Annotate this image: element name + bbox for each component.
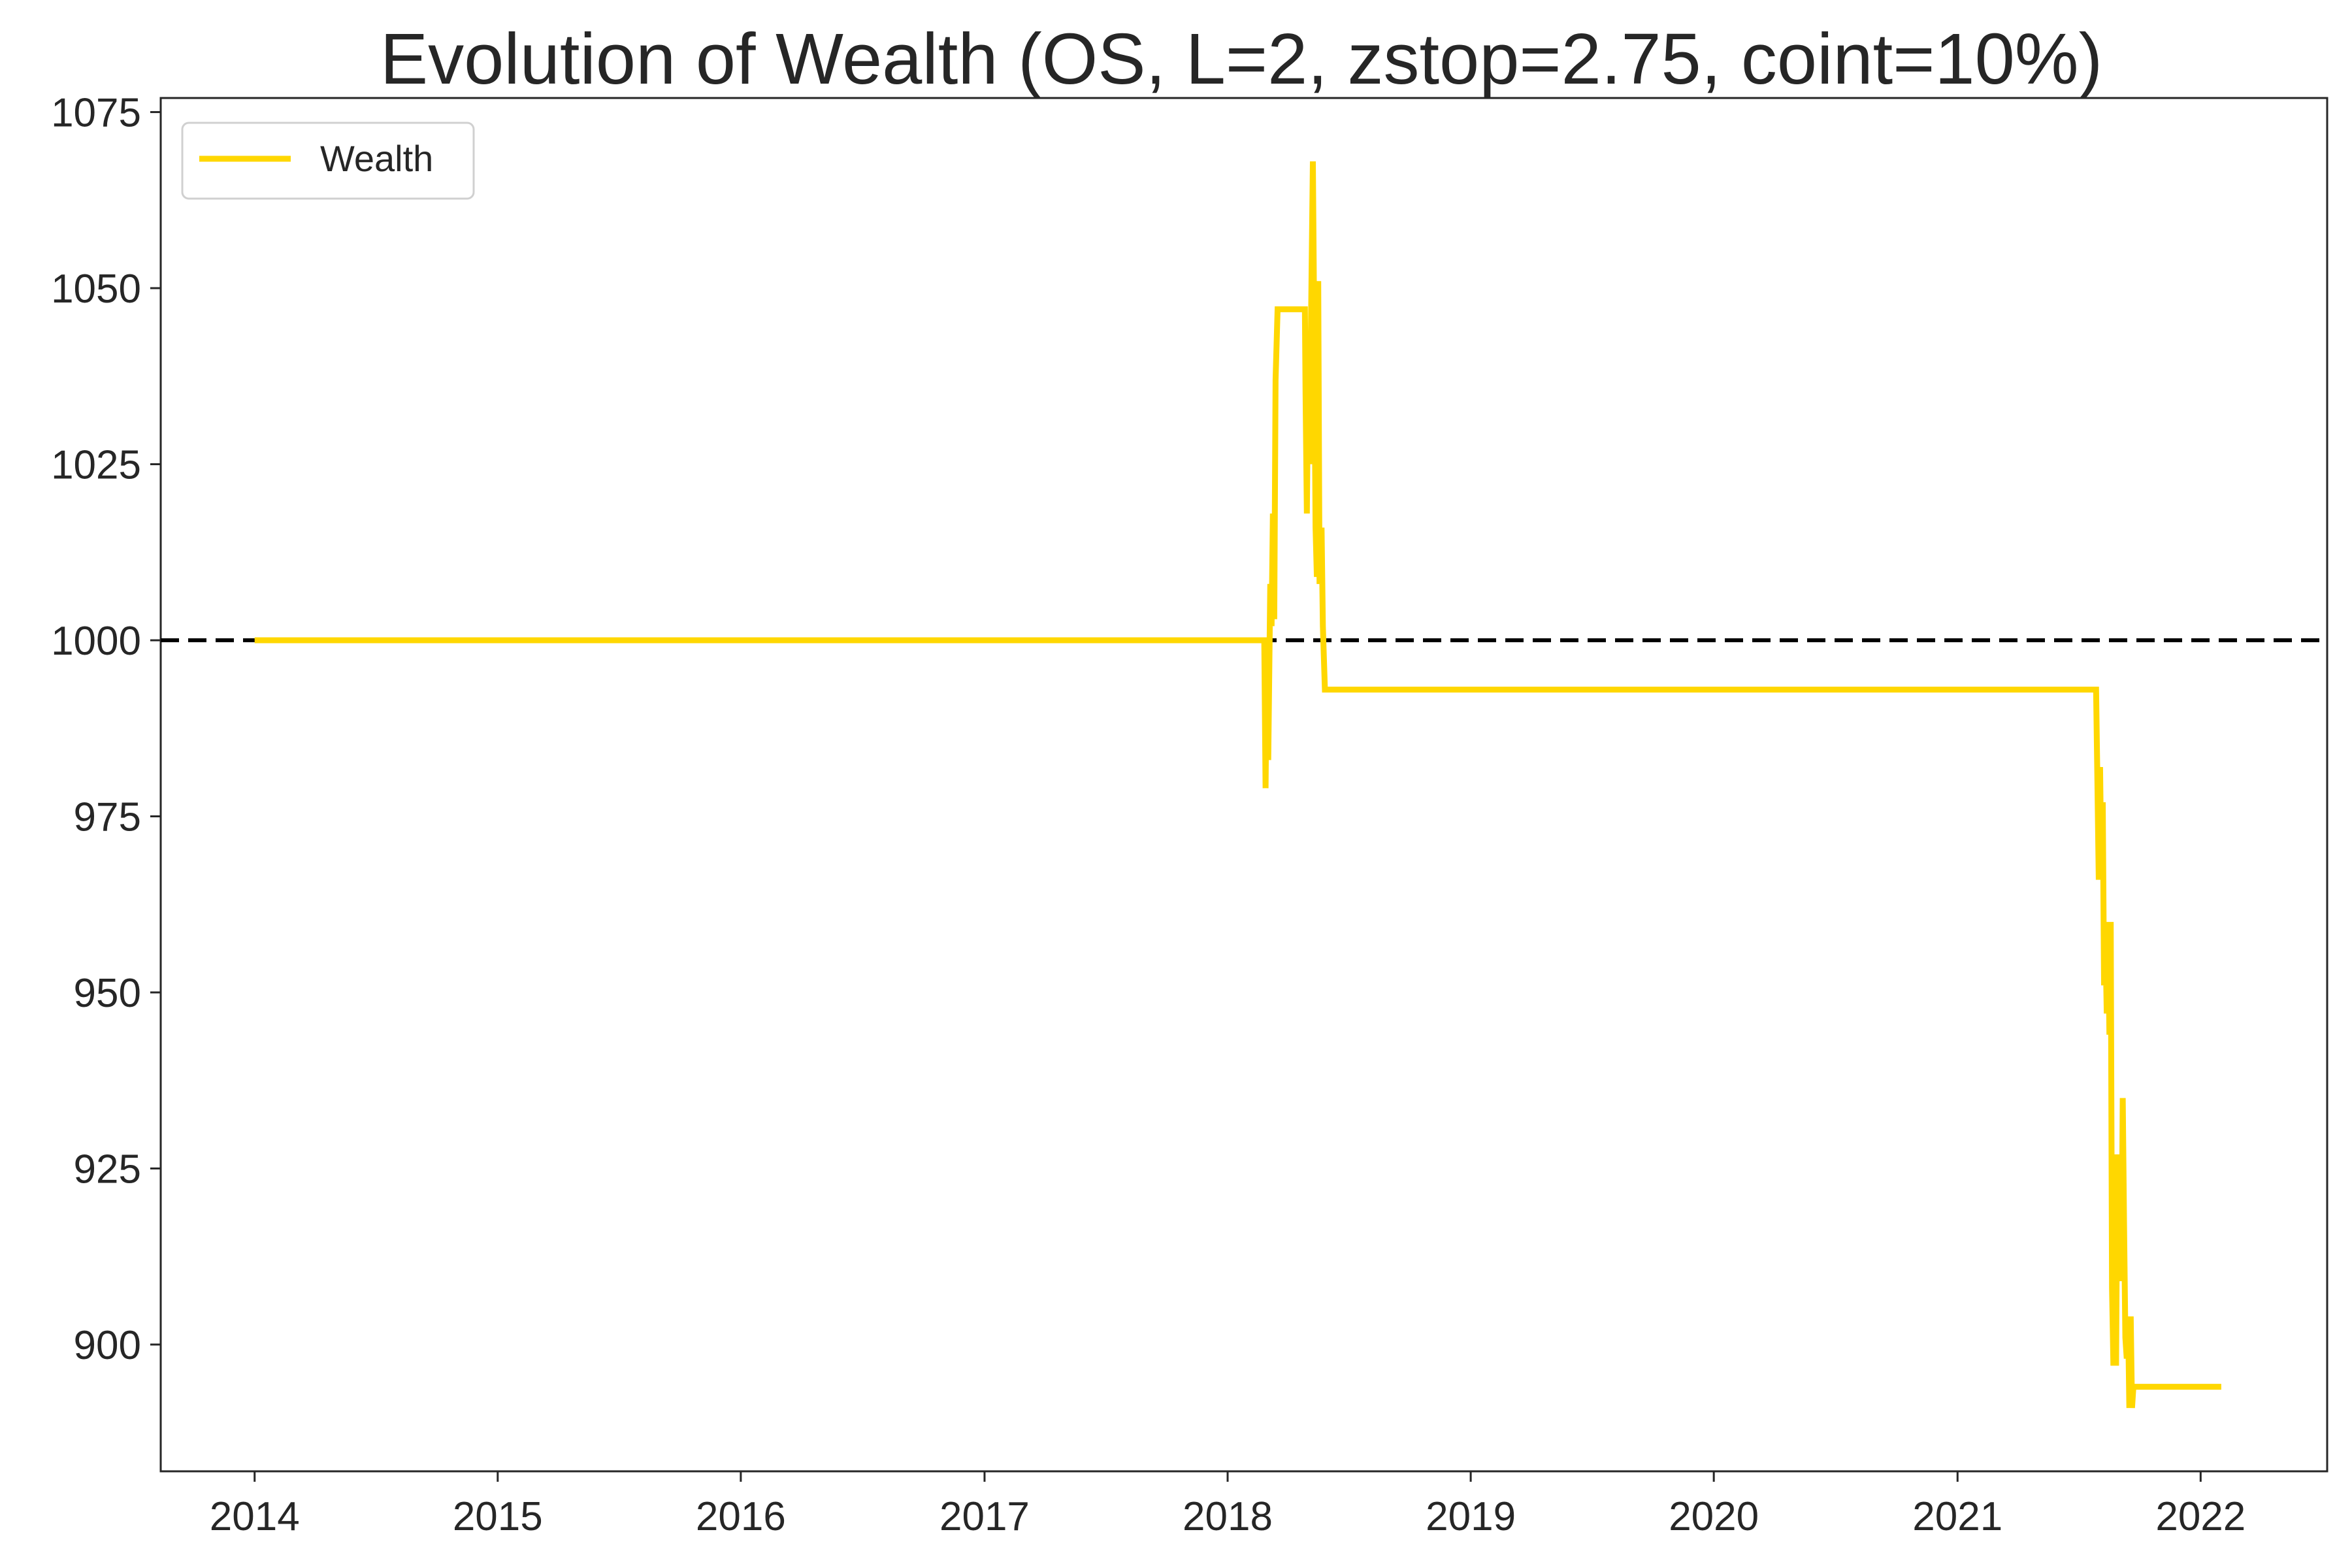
x-tick-label: 2020 xyxy=(1669,1494,1759,1539)
legend-label-wealth: Wealth xyxy=(320,138,433,179)
x-tick-label: 2022 xyxy=(2155,1494,2246,1539)
chart-title: Evolution of Wealth (OS, L=2, zstop=2.75… xyxy=(380,19,2102,99)
y-tick-label: 1050 xyxy=(51,267,141,312)
wealth-line xyxy=(254,161,2221,1409)
legend-frame xyxy=(181,122,475,200)
y-tick-label: 950 xyxy=(74,971,141,1016)
x-tick-label: 2014 xyxy=(210,1494,300,1539)
plot-area-frame xyxy=(159,97,2328,1473)
y-tick-label: 975 xyxy=(74,795,141,840)
y-tick-label: 925 xyxy=(74,1147,141,1192)
y-tick-label: 900 xyxy=(74,1323,141,1368)
x-tick-label: 2019 xyxy=(1426,1494,1516,1539)
legend: Wealth xyxy=(181,122,475,200)
y-tick-label: 1025 xyxy=(51,443,141,488)
x-axis: 2014 2015 2016 2017 2018 2019 2020 2021 2022 xyxy=(210,1471,2246,1539)
x-tick-label: 2018 xyxy=(1183,1494,1273,1539)
x-tick-label: 2015 xyxy=(453,1494,543,1539)
x-tick-label: 2017 xyxy=(939,1494,1030,1539)
x-tick-label: 2016 xyxy=(696,1494,786,1539)
y-tick-label: 1075 xyxy=(51,91,141,136)
y-axis: 900 925 950 975 1000 1025 1050 1075 xyxy=(51,91,161,1368)
x-tick-label: 2021 xyxy=(1912,1494,2002,1539)
y-tick-label: 1000 xyxy=(51,619,141,664)
